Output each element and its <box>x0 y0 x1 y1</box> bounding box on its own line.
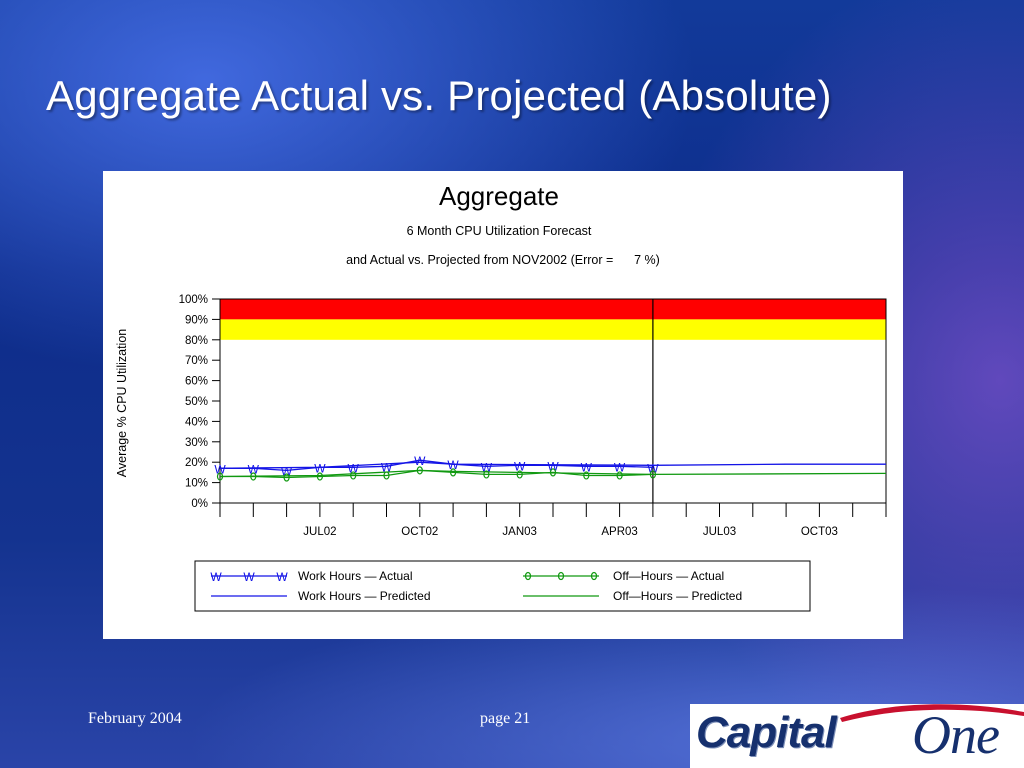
legend-swatch-marker: W <box>210 570 222 584</box>
y-tick-label: 0% <box>191 498 208 510</box>
work-hours-actual-point: W <box>614 460 626 474</box>
y-tick-label: 60% <box>185 376 208 388</box>
legend-box <box>194 560 811 612</box>
off-hours-predicted-line <box>219 469 887 478</box>
y-tick-label: 40% <box>185 416 208 428</box>
off-hours-actual-point <box>483 470 490 479</box>
off-hours-actual-point <box>316 472 323 481</box>
x-tick-label: OCT03 <box>801 526 838 538</box>
chart-subtitle-1: 6 Month CPU Utilization Forecast <box>407 224 592 238</box>
work-hours-actual-point: W <box>447 458 459 472</box>
off-hours-actual-point <box>516 470 523 479</box>
logo-swoosh-icon <box>840 704 1024 722</box>
y-tick-label: 90% <box>185 314 208 326</box>
x-tick-label: JAN03 <box>502 526 537 538</box>
warning-threshold-band <box>220 319 886 340</box>
y-tick-label: 10% <box>185 478 208 490</box>
y-tick-label: 70% <box>185 355 208 367</box>
slide-title: Aggregate Actual vs. Projected (Absolute… <box>46 72 832 119</box>
work-hours-actual-point: W <box>414 454 426 468</box>
legend-label: Work Hours — Predicted <box>298 589 431 603</box>
work-hours-actual-point: W <box>547 459 559 473</box>
capital-one-logo: Capital One <box>690 704 1024 768</box>
legend-swatch-marker: W <box>276 570 288 584</box>
x-tick-label: JUL02 <box>303 526 336 538</box>
work-hours-actual-point: W <box>581 460 593 474</box>
work-hours-actual-point: W <box>647 461 659 475</box>
off-hours-actual-point <box>616 471 623 480</box>
legend-label: Off—Hours — Actual <box>613 569 724 583</box>
chart-panel: Aggregate 6 Month CPU Utilization Foreca… <box>103 171 903 639</box>
y-tick-label: 100% <box>179 294 208 306</box>
x-tick-label: APR03 <box>601 526 637 538</box>
work-hours-actual-point: W <box>514 459 526 473</box>
y-axis-label: Average % CPU Utilization <box>115 329 129 477</box>
logo-wordmark-one: One <box>912 705 1000 765</box>
footer-page-number: page 21 <box>480 710 531 727</box>
off-hours-actual-point <box>283 473 290 482</box>
legend-swatch-marker: W <box>243 570 255 584</box>
legend-swatch-marker <box>524 571 532 581</box>
y-tick-label: 30% <box>185 437 208 449</box>
off-hours-actual-point <box>450 468 457 477</box>
y-tick-label: 80% <box>185 335 208 347</box>
legend-label: Work Hours — Actual <box>298 569 412 583</box>
work-hours-actual-point: W <box>314 461 326 475</box>
off-hours-actual-point <box>583 471 590 480</box>
work-hours-actual-point: W <box>248 462 260 476</box>
work-hours-predicted-line <box>219 461 886 469</box>
work-hours-actual-point: W <box>214 462 226 476</box>
cpu-utilization-chart: Aggregate 6 Month CPU Utilization Foreca… <box>115 181 887 612</box>
footer-date: February 2004 <box>88 710 182 727</box>
off-hours-actual-point <box>350 471 357 480</box>
x-tick-label: OCT02 <box>401 526 438 538</box>
critical-threshold-band <box>220 299 886 320</box>
y-tick-label: 20% <box>185 457 208 469</box>
legend-label: Off—Hours — Predicted <box>613 589 742 603</box>
legend-swatch-marker <box>557 571 565 581</box>
x-tick-label: JUL03 <box>703 526 736 538</box>
work-hours-actual-line <box>220 459 653 472</box>
chart-title: Aggregate <box>439 181 559 211</box>
chart-subtitle-2: and Actual vs. Projected from NOV2002 (E… <box>346 253 660 267</box>
logo-wordmark-capital: Capital <box>696 708 837 757</box>
legend-swatch-marker <box>590 571 598 581</box>
y-tick-label: 50% <box>185 396 208 408</box>
